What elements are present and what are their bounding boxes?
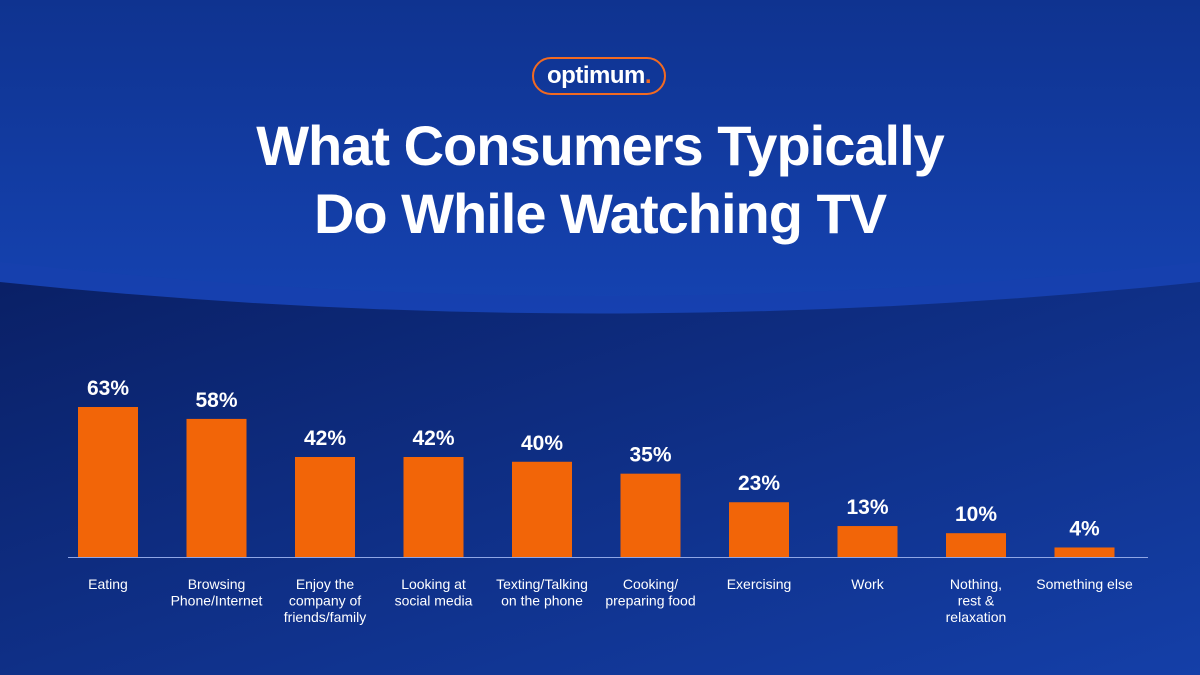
category-label: Cooking/preparing food: [605, 576, 695, 609]
category-label: Enjoy the company of friends/family: [284, 576, 366, 625]
bar: [946, 533, 1006, 557]
data-label: 58%: [195, 389, 237, 412]
category-label: Something else: [1036, 576, 1133, 592]
category-label-line: company of: [289, 593, 361, 609]
category-label-line: friends/family: [284, 609, 366, 625]
data-label: 4%: [1069, 517, 1100, 540]
category-label-line: Looking at: [401, 576, 466, 592]
category-label: Work: [851, 576, 884, 592]
category-label: Eating: [88, 576, 128, 592]
category-label-line: relaxation: [946, 609, 1007, 625]
title-line-1: What Consumers Typically: [256, 114, 945, 177]
data-label: 10%: [955, 503, 997, 526]
category-label: Exercising: [727, 576, 792, 592]
data-label: 42%: [304, 427, 346, 450]
category-label: Nothing, rest & relaxation: [946, 576, 1007, 625]
page-title: What Consumers Typically Do While Watchi…: [0, 112, 1200, 248]
title-line-2: Do While Watching TV: [313, 182, 887, 245]
category-label-line: Eating: [88, 576, 128, 592]
bar: [403, 457, 464, 557]
category-label-line: Browsing: [188, 576, 246, 592]
bar: [837, 526, 898, 557]
category-label: Browsing Phone/Internet: [171, 576, 263, 609]
category-label-line: Phone/Internet: [171, 593, 263, 609]
category-label-line: rest &: [958, 593, 995, 609]
bar: [1054, 547, 1115, 557]
category-label-line: Exercising: [727, 576, 792, 592]
category-label-line: social media: [395, 593, 473, 609]
category-label-line: Work: [851, 576, 884, 592]
logo-dot: .: [644, 62, 652, 89]
category-label-line: Enjoy the: [296, 576, 355, 592]
data-label: 35%: [629, 444, 671, 467]
data-label: 63%: [87, 377, 129, 400]
category-label-line: on the phone: [501, 593, 583, 609]
data-label: 23%: [738, 472, 780, 495]
category-label: Looking at social media: [395, 576, 473, 609]
bar-chart: 63% Eating 58% Browsing Phone/Internet 42% Enj…: [68, 377, 1148, 625]
bar: [729, 502, 789, 557]
category-label: Texting/Talking on the phone: [496, 576, 588, 609]
category-label-line: Cooking/: [623, 576, 678, 592]
category-label-line: Something else: [1036, 576, 1133, 592]
bar: [186, 418, 247, 557]
category-label-line: Texting/Talking: [496, 576, 588, 592]
logo-text: optimum: [547, 62, 645, 89]
category-label-line: preparing food: [605, 593, 695, 609]
optimum-logo: optimum.: [532, 57, 666, 95]
bar: [512, 461, 572, 557]
category-label-line: Nothing,: [950, 576, 1002, 592]
data-label: 42%: [412, 427, 454, 450]
bar: [295, 457, 355, 557]
data-label: 13%: [846, 496, 888, 519]
bar: [78, 407, 138, 557]
data-label: 40%: [521, 432, 563, 455]
bar: [620, 473, 681, 557]
